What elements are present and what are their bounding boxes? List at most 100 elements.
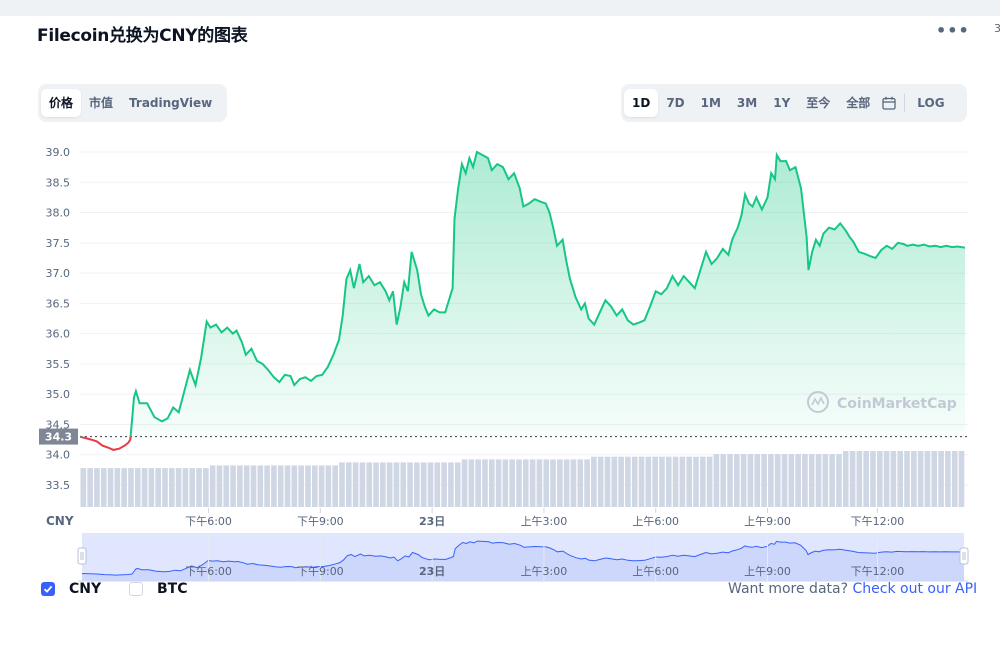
- y-tick-label: 38.0: [46, 207, 71, 220]
- y-tick-label: 34.5: [46, 418, 71, 431]
- volume-bar: [196, 468, 202, 507]
- volume-bar: [829, 454, 835, 507]
- volume-bar: [958, 451, 965, 507]
- volume-bar: [631, 456, 638, 507]
- volume-bar: [897, 451, 904, 507]
- volume-bar: [536, 459, 543, 507]
- log-toggle[interactable]: LOG: [917, 96, 945, 110]
- navigator-tick-label: 下午6:00: [185, 565, 232, 578]
- volume-bar: [134, 468, 141, 507]
- x-tick-label: 下午6:00: [185, 515, 232, 528]
- volume-bar: [713, 454, 720, 507]
- navigator-tick-label: 上午3:00: [521, 565, 568, 578]
- volume-bar: [427, 462, 434, 507]
- volume-bar: [924, 451, 931, 507]
- volume-bar: [815, 454, 822, 507]
- volume-bar: [407, 462, 413, 507]
- volume-bar: [870, 451, 876, 507]
- volume-bar: [951, 451, 958, 507]
- volume-bar: [822, 454, 829, 507]
- volume-bar: [277, 465, 284, 507]
- volume-bar: [189, 468, 196, 507]
- view-tab[interactable]: 市值: [89, 96, 114, 110]
- volume-bar: [584, 459, 590, 507]
- volume-bar: [550, 459, 556, 507]
- volume-bar: [366, 462, 373, 507]
- volume-bar: [284, 465, 291, 507]
- volume-bar: [706, 456, 713, 507]
- watermark-text: CoinMarketCap: [837, 396, 957, 412]
- legend-cny[interactable]: CNY: [41, 581, 101, 597]
- legend-label: CNY: [69, 581, 102, 597]
- volume-bar: [720, 454, 727, 507]
- price-line-up: [80, 150, 966, 437]
- range-tab[interactable]: 至今: [806, 96, 831, 110]
- volume-bar: [509, 459, 515, 507]
- api-link[interactable]: Check out our API: [852, 581, 978, 597]
- edge-glyph: 3: [994, 22, 1000, 35]
- volume-bar: [148, 468, 155, 507]
- volume-bar: [87, 468, 93, 507]
- range-tab[interactable]: 7D: [666, 96, 685, 110]
- volume-bar: [100, 468, 107, 507]
- x-tick-label: 23日: [419, 515, 445, 528]
- checkbox-checked-icon[interactable]: [41, 582, 55, 596]
- calendar-icon[interactable]: [878, 89, 900, 117]
- legend-btc[interactable]: BTC: [129, 581, 188, 597]
- volume-bar: [877, 451, 883, 507]
- volume-bar: [216, 465, 223, 507]
- y-tick-label: 34.0: [46, 449, 71, 462]
- volume-bar: [523, 459, 529, 507]
- view-tab[interactable]: 价格: [41, 89, 82, 117]
- view-tabs: 价格 市值 TradingView: [38, 84, 227, 122]
- watermark: CoinMarketCap: [807, 391, 957, 413]
- more-horizontal-icon[interactable]: •••: [936, 21, 970, 40]
- volume-bar: [346, 462, 352, 507]
- volume-bar: [917, 451, 924, 507]
- volume-bar: [311, 465, 318, 507]
- volume-bar: [747, 454, 754, 507]
- volume-bar: [693, 456, 699, 507]
- volume-bar: [543, 459, 550, 507]
- volume-bar: [237, 465, 243, 507]
- volume-bar: [591, 456, 597, 507]
- volume-bar: [795, 454, 801, 507]
- range-tab[interactable]: 3M: [736, 96, 758, 110]
- volume-bar: [904, 451, 910, 507]
- cmc-logo-mark: [811, 396, 825, 406]
- view-tab[interactable]: TradingView: [129, 96, 213, 110]
- x-tick-label: 上午6:00: [632, 515, 679, 528]
- checkbox-unchecked-icon[interactable]: [129, 582, 143, 596]
- volume-bar: [162, 468, 168, 507]
- volume-bar: [557, 459, 563, 507]
- volume-bar: [502, 459, 509, 507]
- navigator-left-handle[interactable]: [77, 547, 87, 565]
- range-tab[interactable]: 1D: [624, 89, 659, 117]
- volume-bar: [373, 462, 379, 507]
- legend-label: BTC: [157, 581, 188, 597]
- range-tab[interactable]: 1Y: [773, 96, 791, 110]
- volume-bar: [890, 451, 897, 507]
- range-tab[interactable]: 全部: [846, 96, 871, 110]
- volume-bar: [700, 456, 706, 507]
- volume-bar: [842, 451, 849, 507]
- volume-bar: [250, 465, 257, 507]
- range-tab[interactable]: 1M: [700, 96, 721, 110]
- volume-bar: [938, 451, 944, 507]
- volume-bar: [352, 462, 359, 507]
- volume-bar: [768, 454, 774, 507]
- volume-bar: [298, 465, 304, 507]
- volume-bar: [243, 465, 250, 507]
- volume-bar: [475, 459, 481, 507]
- volume-bar: [182, 468, 189, 507]
- range-navigator[interactable]: 下午6:00 下午9:00 23日 上午3:00 上午6:00 上午9:00 下午12:00: [77, 533, 969, 582]
- volume-bar: [618, 456, 624, 507]
- volume-bar: [638, 456, 645, 507]
- volume-bar: [441, 462, 447, 507]
- y-tick-label: 37.0: [46, 267, 71, 280]
- volume-bar: [863, 451, 869, 507]
- navigator-right-handle[interactable]: [959, 547, 969, 565]
- navigator-tick-label: 上午9:00: [744, 565, 791, 578]
- y-tick-label: 33.5: [46, 479, 71, 492]
